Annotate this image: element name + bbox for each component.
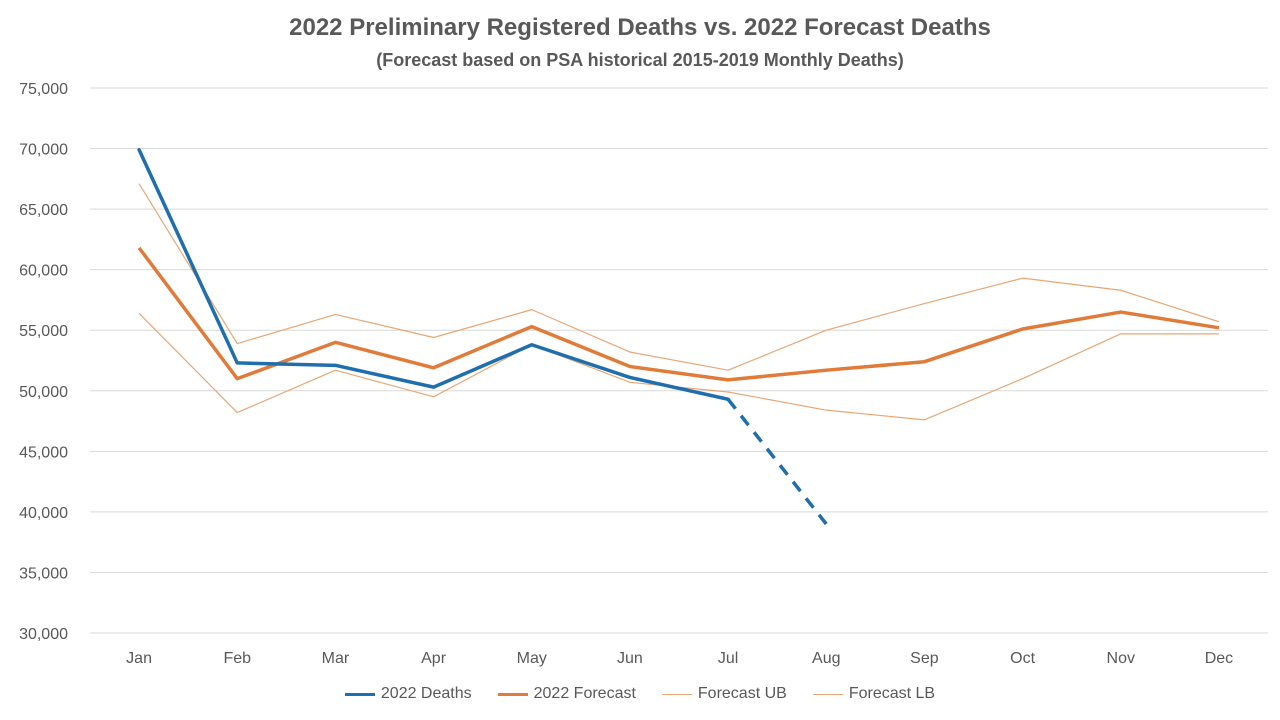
y-tick-label-45000: 45,000: [19, 444, 68, 461]
x-tick-label-may: May: [517, 650, 547, 667]
legend-swatch-2022-deaths: [344, 692, 375, 696]
y-tick-label-55000: 55,000: [19, 323, 68, 340]
y-tick-label-50000: 50,000: [19, 384, 68, 401]
legend-swatch-forecast-ub: [661, 693, 692, 695]
legend-label-2022-deaths: 2022 Deaths: [380, 685, 472, 702]
y-tick-label-60000: 60,000: [19, 263, 68, 280]
chart-title: 2022 Preliminary Registered Deaths vs. 2…: [289, 14, 991, 41]
series-line-forecast-lb: [138, 312, 1219, 421]
legend-item-2022-deaths: 2022 Deaths: [344, 685, 472, 703]
x-tick-label-nov: Nov: [1107, 650, 1135, 667]
chart-legend: 2022 Deaths 2022 Forecast Forecast UB Fo…: [0, 685, 1280, 703]
series-line-2022-deaths: [137, 148, 730, 402]
legend-item-forecast-ub: Forecast UB: [661, 685, 787, 703]
y-tick-label-65000: 65,000: [19, 202, 68, 219]
legend-swatch-forecast-lb: [812, 693, 843, 695]
y-tick-label-30000: 30,000: [19, 626, 68, 643]
x-tick-label-apr: Apr: [421, 650, 447, 667]
legend-item-forecast-lb: Forecast LB: [812, 685, 936, 703]
legend-item-2022-forecast: 2022 Forecast: [497, 685, 636, 703]
x-tick-label-aug: Aug: [812, 650, 840, 667]
x-tick-label-feb: Feb: [223, 650, 251, 667]
y-tick-label-70000: 70,000: [19, 142, 68, 159]
chart-subtitle: (Forecast based on PSA historical 2015-2…: [376, 50, 904, 70]
y-tick-label-40000: 40,000: [19, 505, 68, 522]
legend-label-2022-forecast: 2022 Forecast: [533, 685, 636, 702]
x-tick-label-dec: Dec: [1205, 650, 1233, 667]
x-tick-label-sep: Sep: [910, 650, 939, 667]
legend-swatch-2022-forecast: [497, 692, 528, 696]
series-line-forecast-ub: [138, 183, 1220, 371]
y-tick-label-35000: 35,000: [19, 565, 68, 582]
series-line-2022-forecast: [137, 246, 1220, 382]
x-tick-label-oct: Oct: [1010, 650, 1035, 667]
x-tick-label-jul: Jul: [718, 650, 738, 667]
y-tick-label-75000: 75,000: [19, 81, 68, 98]
legend-label-forecast-ub: Forecast UB: [697, 685, 787, 702]
legend-label-forecast-lb: Forecast LB: [848, 685, 936, 702]
x-tick-label-jun: Jun: [617, 650, 643, 667]
x-tick-label-jan: Jan: [126, 650, 152, 667]
x-tick-label-mar: Mar: [322, 650, 350, 667]
series-line-2022-deaths-dashed: [726, 398, 828, 526]
